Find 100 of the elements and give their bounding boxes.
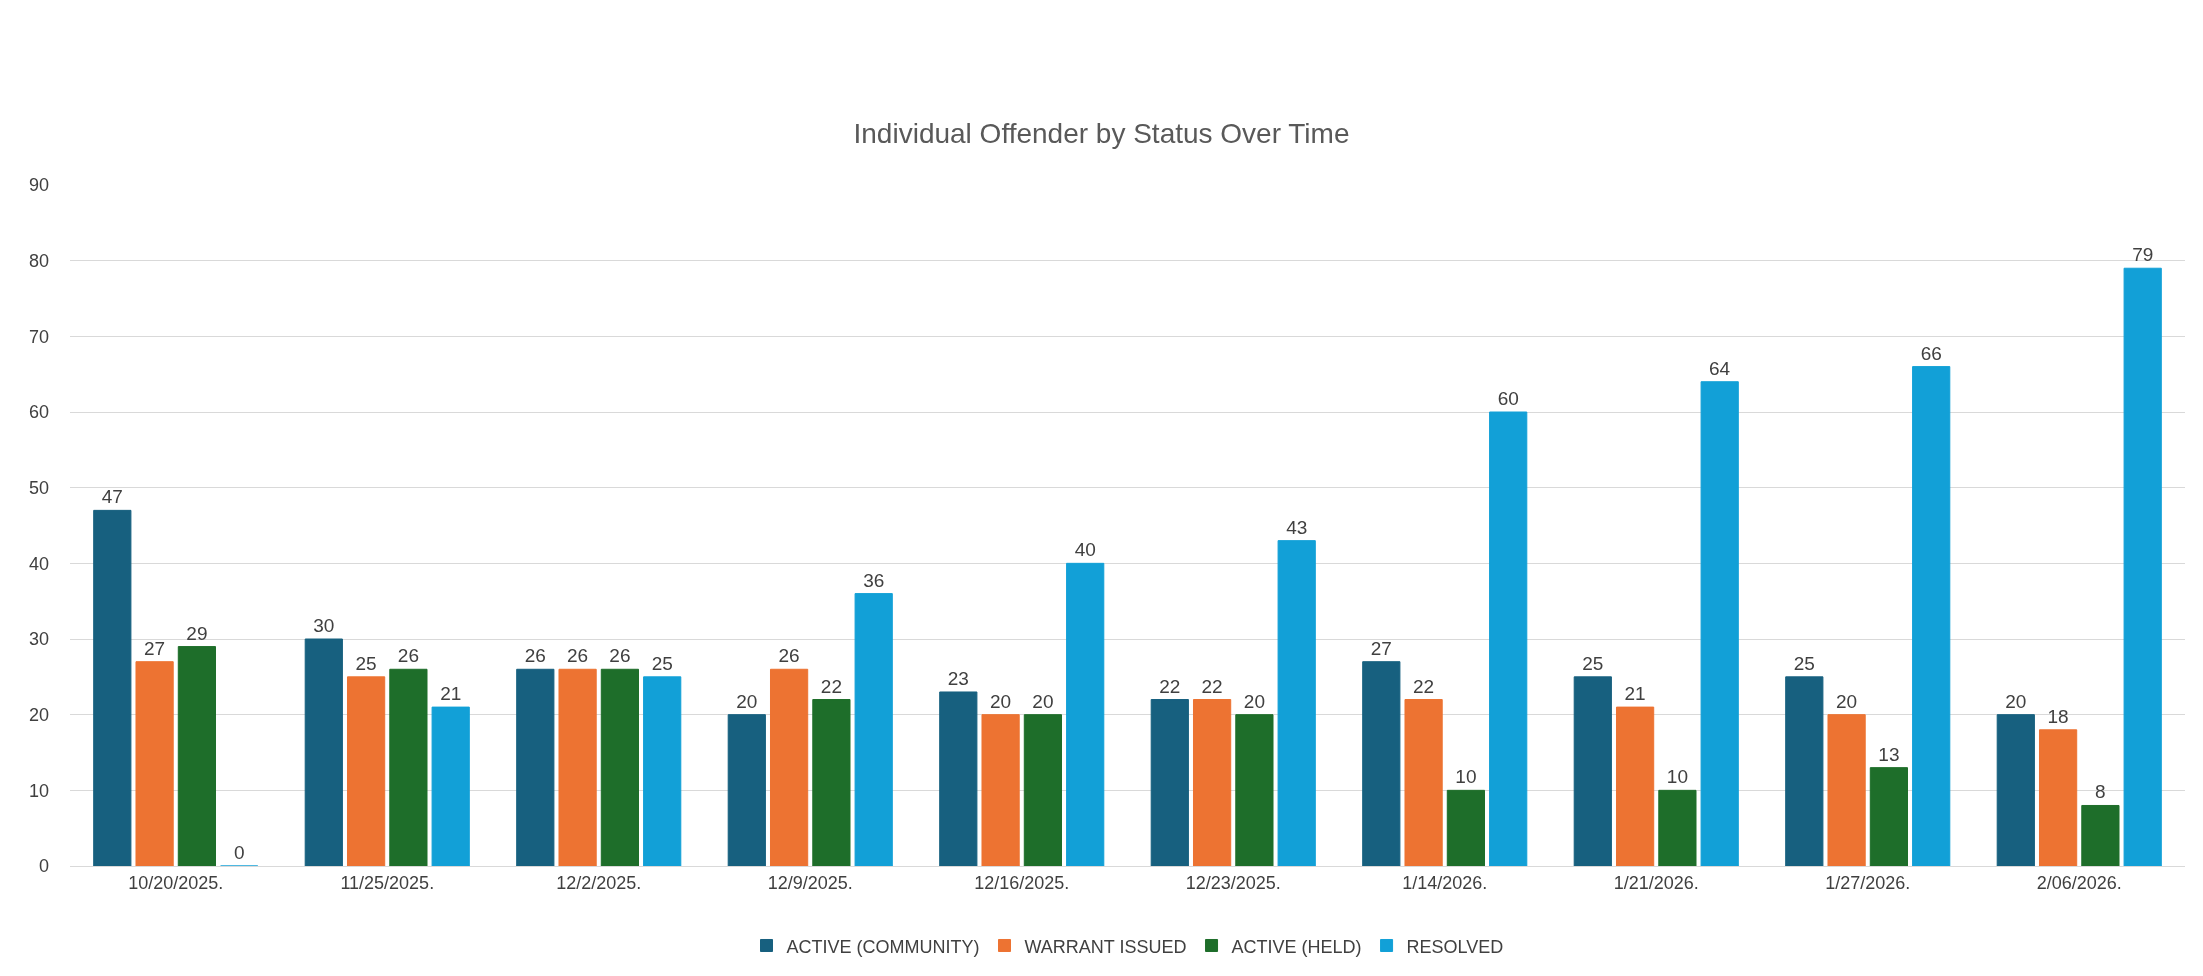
data-label: 13: [1878, 743, 1900, 765]
data-label: 40: [1074, 539, 1096, 561]
data-label: 79: [2132, 244, 2154, 266]
y-tick-label: 70: [28, 326, 49, 347]
data-label: 26: [524, 645, 546, 667]
x-tick-label: 12/2/2025.: [556, 872, 642, 893]
bar: [1489, 411, 1528, 866]
data-label: 18: [2047, 705, 2069, 727]
bar: [769, 668, 809, 866]
bar: [643, 676, 682, 866]
data-label: 22: [820, 675, 842, 697]
data-label: 30: [313, 615, 335, 636]
bar: [516, 668, 555, 866]
y-tick-label: 30: [28, 629, 49, 650]
x-tick-label: 12/23/2025.: [1185, 872, 1281, 893]
y-tick-label: 60: [28, 402, 49, 423]
y-tick-label: 80: [28, 250, 49, 271]
chart-title: Individual Offender by Status Over Time: [853, 117, 1350, 149]
bar: [600, 668, 640, 866]
data-label: 25: [1582, 652, 1604, 674]
bar: [854, 593, 893, 866]
data-label: 47: [101, 486, 123, 508]
x-tick-label: 1/14/2026.: [1402, 872, 1488, 893]
y-tick-label: 90: [28, 175, 49, 196]
bar: [1023, 714, 1063, 866]
bar: [1192, 699, 1232, 866]
legend-label: RESOLVED: [1406, 936, 1504, 957]
bar: [1785, 676, 1824, 866]
bar: [558, 668, 597, 866]
bar: [177, 646, 217, 866]
data-label: 20: [990, 690, 1012, 712]
bar: [1066, 562, 1105, 866]
data-label: 20: [1243, 690, 1265, 712]
bar: [939, 691, 978, 866]
bar: [1869, 767, 1909, 866]
data-label: 21: [440, 683, 462, 705]
data-label: 66: [1920, 342, 1942, 364]
bar: [346, 676, 386, 866]
bar: [727, 714, 766, 866]
data-label: 27: [1370, 637, 1392, 659]
bar: [1827, 714, 1866, 866]
bar: [431, 706, 470, 866]
data-label: 26: [609, 645, 631, 667]
bar: [2038, 729, 2078, 866]
data-label: 20: [736, 690, 758, 712]
data-label: 20: [1032, 690, 1054, 712]
x-tick-label: 12/9/2025.: [767, 872, 853, 893]
data-label: 25: [651, 652, 673, 674]
bar: [1573, 676, 1612, 866]
legend-label: WARRANT ISSUED: [1024, 936, 1187, 957]
bar: [812, 699, 851, 866]
bar: [1235, 714, 1274, 866]
bar: [2123, 267, 2162, 866]
bar: [981, 714, 1020, 866]
bar: [1912, 366, 1951, 866]
data-label: 8: [2095, 781, 2106, 803]
data-label: 20: [2005, 690, 2027, 712]
bar: [1615, 706, 1655, 866]
bar: [1404, 699, 1443, 866]
data-label: 20: [1836, 690, 1858, 712]
legend-label: ACTIVE (HELD): [1231, 936, 1362, 957]
bar: [1362, 661, 1401, 866]
data-label: 29: [186, 622, 208, 644]
data-label: 21: [1624, 683, 1646, 705]
bar: [1658, 789, 1697, 866]
x-tick-label: 12/16/2025.: [974, 872, 1070, 893]
data-label: 27: [144, 637, 166, 659]
bar: [1996, 714, 2035, 866]
bar: [389, 668, 428, 866]
bar: [93, 509, 132, 866]
data-label: 10: [1666, 766, 1688, 788]
data-label: 0: [233, 842, 245, 863]
bar: [304, 638, 343, 866]
y-tick-label: 20: [28, 704, 49, 725]
data-label: 26: [397, 645, 419, 667]
data-label: 43: [1286, 516, 1308, 538]
y-tick-label: 0: [38, 856, 49, 877]
bar: [2081, 804, 2120, 866]
data-label: 26: [778, 645, 800, 667]
bar: [135, 661, 174, 866]
bar: [1700, 381, 1739, 866]
bar: [1446, 789, 1486, 866]
data-label: 22: [1159, 675, 1181, 697]
legend-label: ACTIVE (COMMUNITY): [786, 936, 980, 957]
x-tick-label: 11/25/2025.: [340, 872, 435, 893]
data-label: 25: [1793, 652, 1815, 674]
y-tick-label: 40: [28, 553, 49, 574]
data-label: 22: [1201, 675, 1223, 697]
y-tick-label: 50: [28, 477, 49, 498]
data-label: 60: [1497, 388, 1519, 409]
y-tick-label: 10: [28, 780, 49, 801]
data-label: 23: [947, 667, 969, 689]
data-label: 64: [1708, 357, 1731, 379]
x-tick-label: 2/06/2026.: [2036, 872, 2122, 893]
data-label: 36: [863, 569, 885, 591]
data-label: 22: [1413, 675, 1435, 697]
x-tick-label: 1/27/2026.: [1825, 872, 1911, 893]
data-label: 26: [567, 645, 589, 667]
x-tick-label: 10/20/2025.: [128, 872, 224, 893]
bar: [1150, 699, 1189, 866]
